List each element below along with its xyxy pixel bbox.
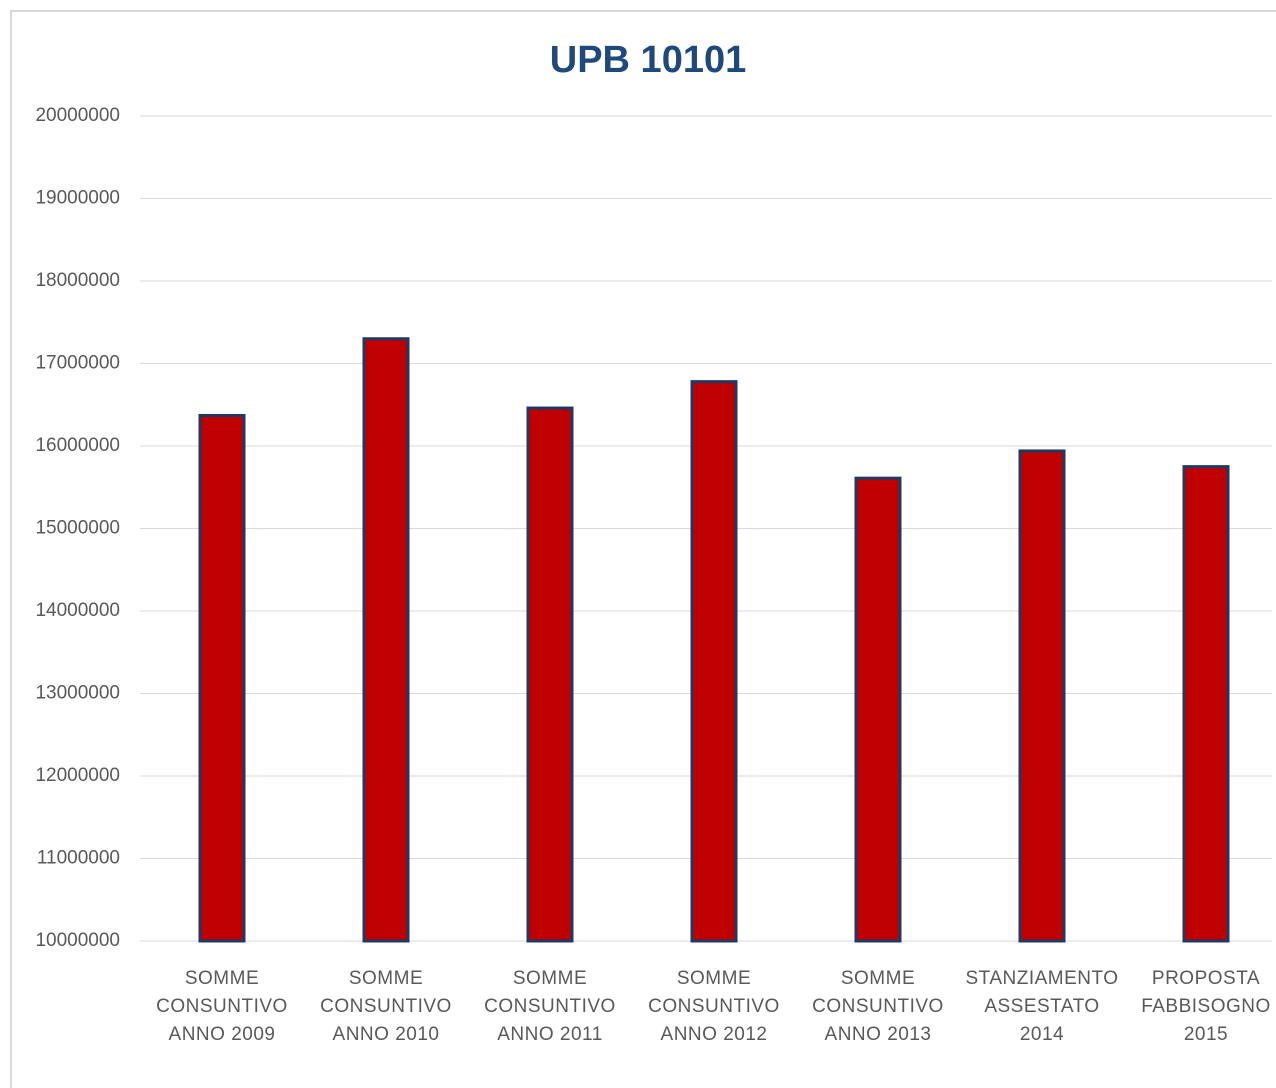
bar: [362, 337, 410, 943]
x-tick-label: SOMME CONSUNTIVO ANNO 2011: [484, 968, 616, 1045]
y-tick-label: 19000000: [35, 188, 120, 209]
y-tick-label: 18000000: [35, 270, 120, 291]
x-tick-label: SOMME CONSUNTIVO ANNO 2012: [648, 968, 780, 1045]
x-tick-label: PROPOSTA FABBISOGNO 2015: [1141, 968, 1271, 1045]
chart-frame: [10, 10, 1276, 1088]
y-tick-label: 16000000: [35, 435, 120, 456]
x-tick-label: STANZIAMENTO ASSESTATO 2014: [965, 968, 1119, 1045]
bar: [1018, 449, 1066, 943]
chart-title: UPB 10101: [550, 39, 746, 81]
y-tick-label: 12000000: [35, 765, 120, 786]
x-tick-label: SOMME CONSUNTIVO ANNO 2009: [156, 968, 288, 1045]
bar: [526, 406, 574, 943]
y-tick-label: 13000000: [35, 683, 120, 704]
bar: [1182, 465, 1230, 943]
y-tick-label: 11000000: [37, 848, 120, 869]
y-tick-label: 14000000: [35, 600, 120, 621]
bar: [198, 413, 246, 943]
bar: [690, 380, 738, 943]
y-tick-label: 15000000: [35, 518, 120, 539]
x-tick-label: SOMME CONSUNTIVO ANNO 2013: [812, 968, 944, 1045]
y-tick-label: 17000000: [35, 353, 120, 374]
y-tick-label: 20000000: [35, 105, 120, 126]
y-tick-label: 10000000: [35, 930, 120, 951]
x-tick-label: SOMME CONSUNTIVO ANNO 2010: [320, 968, 452, 1045]
bar: [854, 476, 902, 943]
